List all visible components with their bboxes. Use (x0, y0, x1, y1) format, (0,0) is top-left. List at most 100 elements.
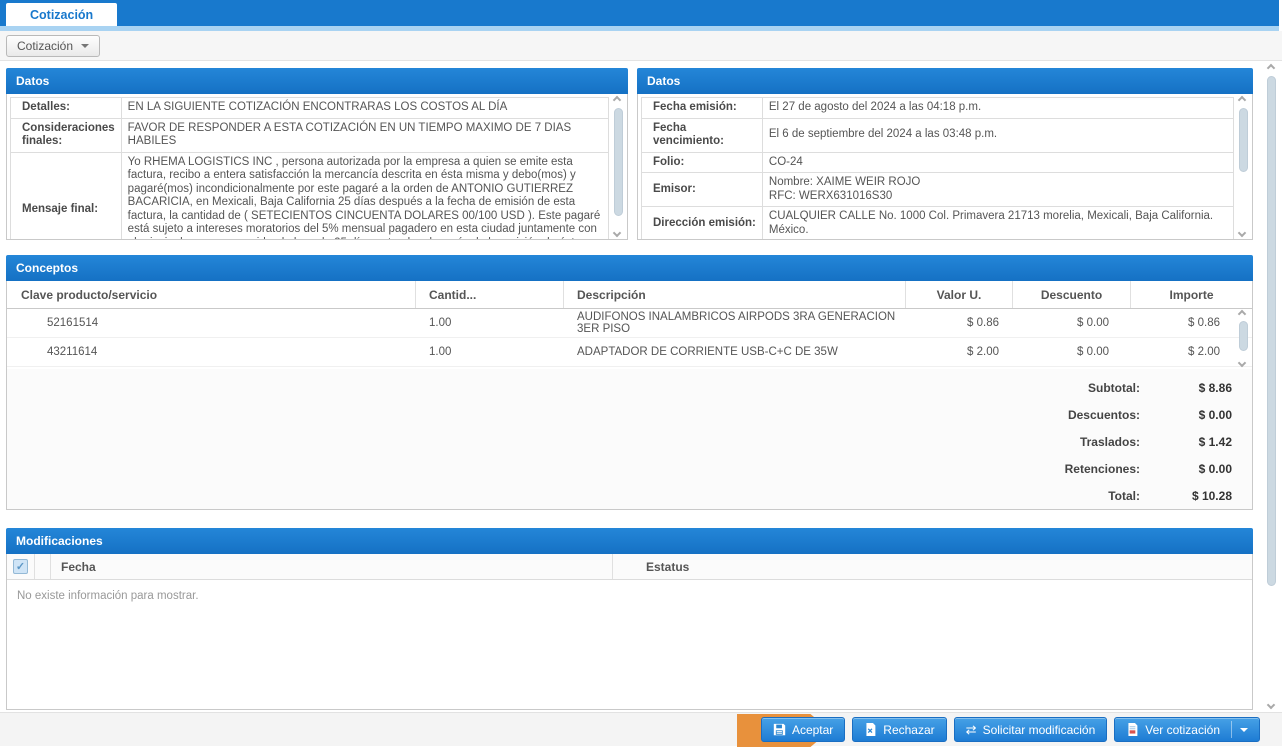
total-row: Retenciones: $ 0.00 (7, 455, 1252, 482)
scrollbar-thumb[interactable] (614, 108, 623, 216)
cotizacion-menu-button[interactable]: Cotización (6, 34, 101, 57)
solicitar-modificacion-button[interactable]: ⇄ Solicitar modificación (953, 717, 1108, 742)
cell-cantidad: 1.00 (429, 317, 452, 329)
column-header-estatus[interactable]: Estatus (646, 559, 690, 574)
table-row: Fecha vencimiento: El 6 de septiembre de… (641, 117, 1235, 153)
button-label: Aceptar (791, 722, 834, 737)
cell-valor: $ 2.00 (967, 346, 999, 358)
column-header-importe[interactable]: Importe (1169, 287, 1214, 302)
table-row: Dirección emisión: CUALQUIER CALLE No. 1… (641, 206, 1235, 239)
table-row: Detalles: EN LA SIGUIENTE COTIZACIÓN ENC… (10, 97, 610, 119)
button-divider (1231, 721, 1232, 738)
tab-label: Cotización (30, 7, 94, 22)
cell-cantidad: 1.00 (429, 346, 452, 358)
table-row: Mensaje final: Yo RHEMA LOGISTICS INC , … (10, 151, 610, 239)
scrollbar-thumb[interactable] (1267, 76, 1276, 586)
total-value: $ 0.00 (1198, 407, 1232, 422)
table-row: Fecha emisión: El 27 de agosto del 2024 … (641, 97, 1235, 119)
total-value: $ 0.00 (1198, 461, 1232, 476)
chevron-down-icon[interactable] (1237, 358, 1247, 368)
chevron-up-icon[interactable] (1266, 63, 1276, 73)
field-label: Fecha vencimiento: (641, 117, 763, 153)
chevron-down-icon[interactable] (612, 228, 622, 238)
rechazar-button[interactable]: Rechazar (852, 717, 947, 742)
table-row: Folio: CO-24 (641, 151, 1235, 173)
footer-bar: 9 Aceptar Rechazar (0, 712, 1282, 747)
field-value: Yo RHEMA LOGISTICS INC , persona autoriz… (120, 151, 610, 239)
conceptos-rows: 52161514 1.00 AUDIFONOS INALAMBRICOS AIR… (7, 309, 1252, 369)
datos-emision-panel: Datos Fecha emisión: El 27 de agosto del… (637, 68, 1253, 240)
cell-importe: $ 0.86 (1188, 317, 1220, 329)
chevron-down-icon[interactable] (1266, 700, 1276, 710)
swap-arrows-icon: ⇄ (965, 722, 977, 737)
column-header-cantidad[interactable]: Cantid... (416, 281, 564, 308)
save-icon (773, 723, 786, 736)
field-value: Nombre: XAIME WEIR ROJO RFC: WERX631016S… (761, 172, 1235, 207)
datos-mensajes-panel: Datos Detalles: EN LA SIGUIENTE COTIZACI… (6, 68, 628, 240)
total-label: Subtotal: (1088, 380, 1140, 395)
aceptar-button[interactable]: Aceptar (760, 717, 846, 742)
table-row: Emisor: Nombre: XAIME WEIR ROJO RFC: WER… (641, 172, 1235, 207)
select-all-checkbox[interactable]: ✓ (13, 559, 28, 574)
scrollbar[interactable] (1237, 309, 1250, 368)
field-label: Mensaje final: (10, 151, 122, 239)
chevron-down-icon[interactable] (1240, 727, 1248, 732)
total-value: $ 1.42 (1198, 434, 1232, 449)
field-value: EN LA SIGUIENTE COTIZACIÓN ENCONTRARAS L… (120, 97, 610, 119)
tab-strip (0, 26, 1279, 31)
field-label: Dirección emisión: (641, 206, 763, 239)
cell-importe: $ 2.00 (1188, 346, 1220, 358)
column-header-clave[interactable]: Clave producto/servicio (7, 281, 416, 308)
scrollbar-thumb[interactable] (1239, 321, 1248, 351)
conceptos-header-row: Clave producto/servicio Cantid... Descri… (7, 281, 1252, 309)
scrollbar-thumb[interactable] (1239, 108, 1248, 172)
totals-section: Subtotal: $ 8.86 Descuentos: $ 0.00 Tras… (7, 369, 1252, 509)
chevron-up-icon[interactable] (1237, 309, 1247, 319)
cell-clave: 43211614 (47, 346, 98, 358)
spacer-cell (35, 554, 51, 579)
field-value: CO-24 (761, 151, 1235, 173)
chevron-up-icon[interactable] (612, 95, 622, 105)
cotizacion-menu-label: Cotización (17, 38, 74, 53)
total-label: Descuentos: (1067, 407, 1140, 422)
column-header-descuento[interactable]: Descuento (1013, 281, 1131, 308)
total-row: Descuentos: $ 0.00 (7, 401, 1252, 428)
column-header-descripcion[interactable]: Descripción (564, 281, 906, 308)
ver-cotizacion-button[interactable]: Ver cotización (1114, 717, 1260, 742)
panel-title: Modificaciones (6, 528, 1253, 554)
field-label: Consideraciones finales: (10, 117, 122, 153)
total-label: Traslados: (1079, 434, 1140, 449)
page-scrollbar[interactable] (1265, 63, 1279, 710)
scrollbar[interactable] (612, 95, 625, 238)
table-row: Consideraciones finales: FAVOR DE RESPON… (10, 117, 610, 153)
tab-cotizacion[interactable]: Cotización (6, 3, 118, 26)
chevron-down-icon[interactable] (1237, 228, 1247, 238)
cell-valor: $ 0.86 (967, 317, 999, 329)
empty-message: No existe información para mostrar. (17, 590, 199, 602)
tab-bar: Cotización (0, 0, 1279, 26)
modificaciones-header-row: ✓ Fecha Estatus (7, 554, 1252, 580)
cell-descuento: $ 0.00 (1077, 317, 1109, 329)
panel-body: ✓ Fecha Estatus No existe información pa… (6, 554, 1253, 710)
scrollbar[interactable] (1237, 95, 1250, 238)
datos-emision-table: Fecha emisión: El 27 de agosto del 2024 … (641, 97, 1235, 239)
total-row: Traslados: $ 1.42 (7, 428, 1252, 455)
cell-descuento: $ 0.00 (1077, 346, 1109, 358)
table-row[interactable]: 43211614 1.00 ADAPTADOR DE CORRIENTE USB… (7, 338, 1252, 367)
chevron-up-icon[interactable] (1237, 95, 1247, 105)
column-header-valor[interactable]: Valor U. (906, 281, 1013, 308)
chevron-down-icon (81, 43, 90, 48)
total-row: Total: $ 10.28 (7, 482, 1252, 509)
column-header-fecha[interactable]: Fecha (51, 554, 613, 579)
cell-clave: 52161514 (47, 317, 99, 329)
table-row[interactable]: 52161514 1.00 AUDIFONOS INALAMBRICOS AIR… (7, 309, 1252, 338)
select-all-cell: ✓ (7, 554, 35, 579)
field-value: FAVOR DE RESPONDER A ESTA COTIZACIÓN EN … (120, 117, 610, 153)
button-label: Solicitar modificación (982, 722, 1096, 737)
total-label: Retenciones: (1064, 461, 1140, 476)
panel-body: Fecha emisión: El 27 de agosto del 2024 … (637, 94, 1253, 240)
total-row: Subtotal: $ 8.86 (7, 374, 1252, 401)
button-label: Rechazar (883, 722, 935, 737)
field-label: Fecha emisión: (641, 97, 763, 119)
